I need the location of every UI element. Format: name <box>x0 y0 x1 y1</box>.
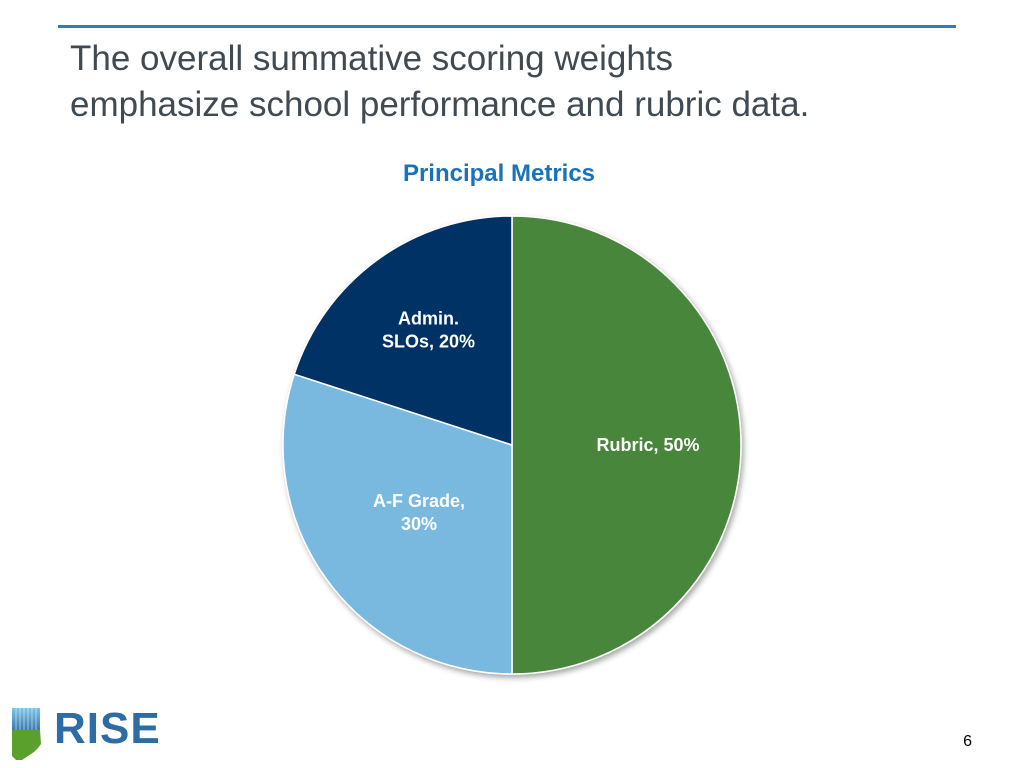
pie-slice <box>293 215 513 447</box>
pie-slice-label-line: SLOs, 20% <box>382 332 475 352</box>
pie-slice-label-line: Admin. <box>398 309 459 329</box>
title-rule <box>58 25 956 28</box>
pie-slice-label-line: A-F Grade, <box>373 491 465 511</box>
rise-logo: RISE <box>8 704 160 764</box>
pie-slices <box>282 215 742 675</box>
page-number: 6 <box>963 733 972 750</box>
pie-slice-label-line: Rubric, 50% <box>596 435 699 455</box>
pie-slice-label: Admin. SLOs, 20% <box>382 309 475 352</box>
chart-title: Principal Metrics <box>403 160 595 187</box>
pie-slice-label-line: 30% <box>401 514 437 534</box>
slide-title-line-2: emphasize school performance and rubric … <box>70 85 810 124</box>
slide-title: The overall summative scoring weights em… <box>70 36 970 128</box>
slide-title-line-1: The overall summative scoring weights <box>70 39 674 78</box>
logo-text: RISE <box>54 704 161 753</box>
pie-labels: Rubric, 50% A-F Grade, 30% Admin. SLOs, 20% <box>373 309 700 534</box>
pie-slice <box>511 215 742 675</box>
indiana-state-icon <box>12 708 41 760</box>
pie-slice <box>282 373 513 675</box>
pie-slice-label: A-F Grade, 30% <box>373 491 465 534</box>
pie-slice-label: Rubric, 50% <box>596 435 699 455</box>
